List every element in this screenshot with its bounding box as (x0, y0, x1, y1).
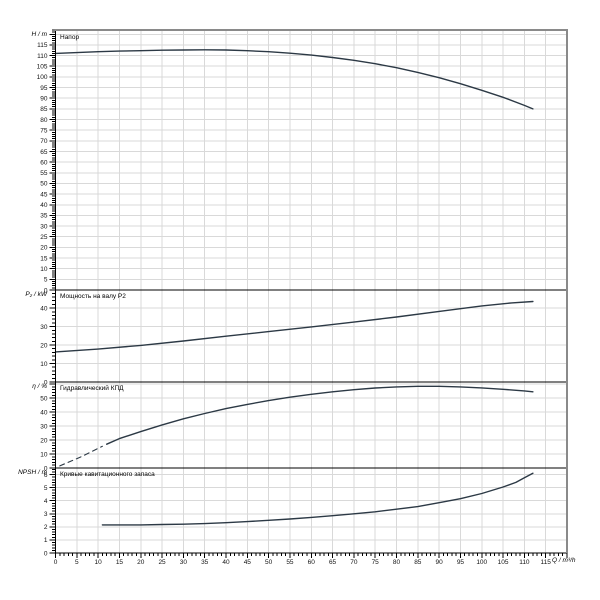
npsh-tick-label: 2 (44, 524, 48, 531)
head-tick-label: 90 (40, 95, 48, 102)
x-tick-label: 60 (308, 559, 316, 566)
head-tick-label: 80 (40, 117, 48, 124)
head-tick-label: 95 (40, 85, 48, 92)
efficiency-curve-dashed (59, 445, 103, 467)
head-tick-label: 55 (40, 170, 48, 177)
head-tick-label: 15 (40, 255, 48, 262)
x-tick-label: 45 (244, 559, 252, 566)
x-tick-label: 5 (75, 559, 79, 566)
npsh-tick-label: 0 (44, 550, 48, 557)
head-tick-label: 60 (40, 159, 48, 166)
efficiency-curve (106, 385, 534, 445)
shaft-power-tick-label: 20 (40, 342, 48, 349)
x-tick-label: 100 (476, 559, 487, 566)
flow-axis-unit: Q / m³/h (552, 557, 576, 564)
head-tick-label: 85 (40, 106, 48, 113)
power-panel-header: Мощность на валу P2 (60, 293, 126, 300)
x-tick-label: 35 (201, 559, 209, 566)
head-tick-label: 35 (40, 213, 48, 220)
x-tick-label: 75 (372, 559, 380, 566)
shaft-power-tick-label: 0 (44, 379, 48, 386)
x-tick-label: 95 (457, 559, 465, 566)
efficiency-panel-header: Гидравлический КПД (60, 385, 124, 392)
shaft-power-tick-label: 40 (40, 305, 48, 312)
efficiency-tick-label: 10 (40, 451, 48, 458)
head-tick-label: 45 (40, 191, 48, 198)
shaft-power-tick-label: 10 (40, 361, 48, 368)
head-tick-label: 10 (40, 266, 48, 273)
x-tick-label: 70 (350, 559, 358, 566)
head-tick-label: 105 (37, 64, 48, 71)
head-tick-label: 30 (40, 223, 48, 230)
head-tick-label: 115 (37, 42, 48, 49)
efficiency-tick-label: 30 (40, 423, 48, 430)
power-curve (54, 300, 534, 353)
x-tick-label: 30 (180, 559, 188, 566)
x-tick-label: 115 (541, 559, 552, 566)
x-tick-label: 85 (414, 559, 422, 566)
head-tick-label: 25 (40, 234, 48, 241)
npsh-tick-label: 1 (44, 537, 48, 544)
x-tick-label: 40 (222, 559, 230, 566)
x-tick-label: 80 (393, 559, 401, 566)
x-tick-label: 90 (436, 559, 444, 566)
x-tick-label: 20 (137, 559, 145, 566)
npsh-tick-label: 5 (44, 485, 48, 492)
efficiency-tick-label: 40 (40, 409, 48, 416)
head-curve (54, 49, 534, 110)
head-tick-label: 110 (37, 53, 48, 60)
efficiency-axis-unit: η / % (32, 383, 47, 390)
head-tick-label: 5 (44, 277, 48, 284)
power-axis-unit: P₂ / kW (25, 291, 47, 298)
efficiency-tick-label: 0 (44, 465, 48, 472)
head-tick-label: 75 (40, 127, 48, 134)
head-tick-label: 65 (40, 149, 48, 156)
x-tick-label: 25 (158, 559, 166, 566)
npsh-axis-unit: NPSH / m (18, 469, 47, 476)
x-tick-label: 65 (329, 559, 337, 566)
x-tick-label: 10 (95, 559, 103, 566)
npsh-tick-label: 4 (44, 498, 48, 505)
head-tick-label: 40 (40, 202, 48, 209)
head-tick-label: 100 (37, 74, 48, 81)
efficiency-tick-label: 50 (40, 395, 48, 402)
head-panel-header: Напор (60, 34, 80, 41)
npsh-tick-label: 3 (44, 511, 48, 518)
efficiency-tick-label: 20 (40, 437, 48, 444)
npsh-tick-label: 6 (44, 472, 48, 479)
x-tick-label: 50 (265, 559, 273, 566)
x-tick-label: 110 (519, 559, 530, 566)
head-tick-label: 70 (40, 138, 48, 145)
head-tick-label: 0 (44, 287, 48, 294)
head-tick-label: 20 (40, 245, 48, 252)
x-tick-label: 55 (286, 559, 294, 566)
x-tick-label: 15 (116, 559, 124, 566)
npsh-curve (101, 472, 534, 526)
npsh-panel-header: Кривые кавитационного запаса (60, 471, 155, 478)
x-tick-label: 0 (54, 559, 58, 566)
shaft-power-tick-label: 30 (40, 324, 48, 331)
head-tick-label: 50 (40, 181, 48, 188)
x-tick-label: 105 (498, 559, 509, 566)
head-axis-unit: H / m (31, 31, 47, 38)
